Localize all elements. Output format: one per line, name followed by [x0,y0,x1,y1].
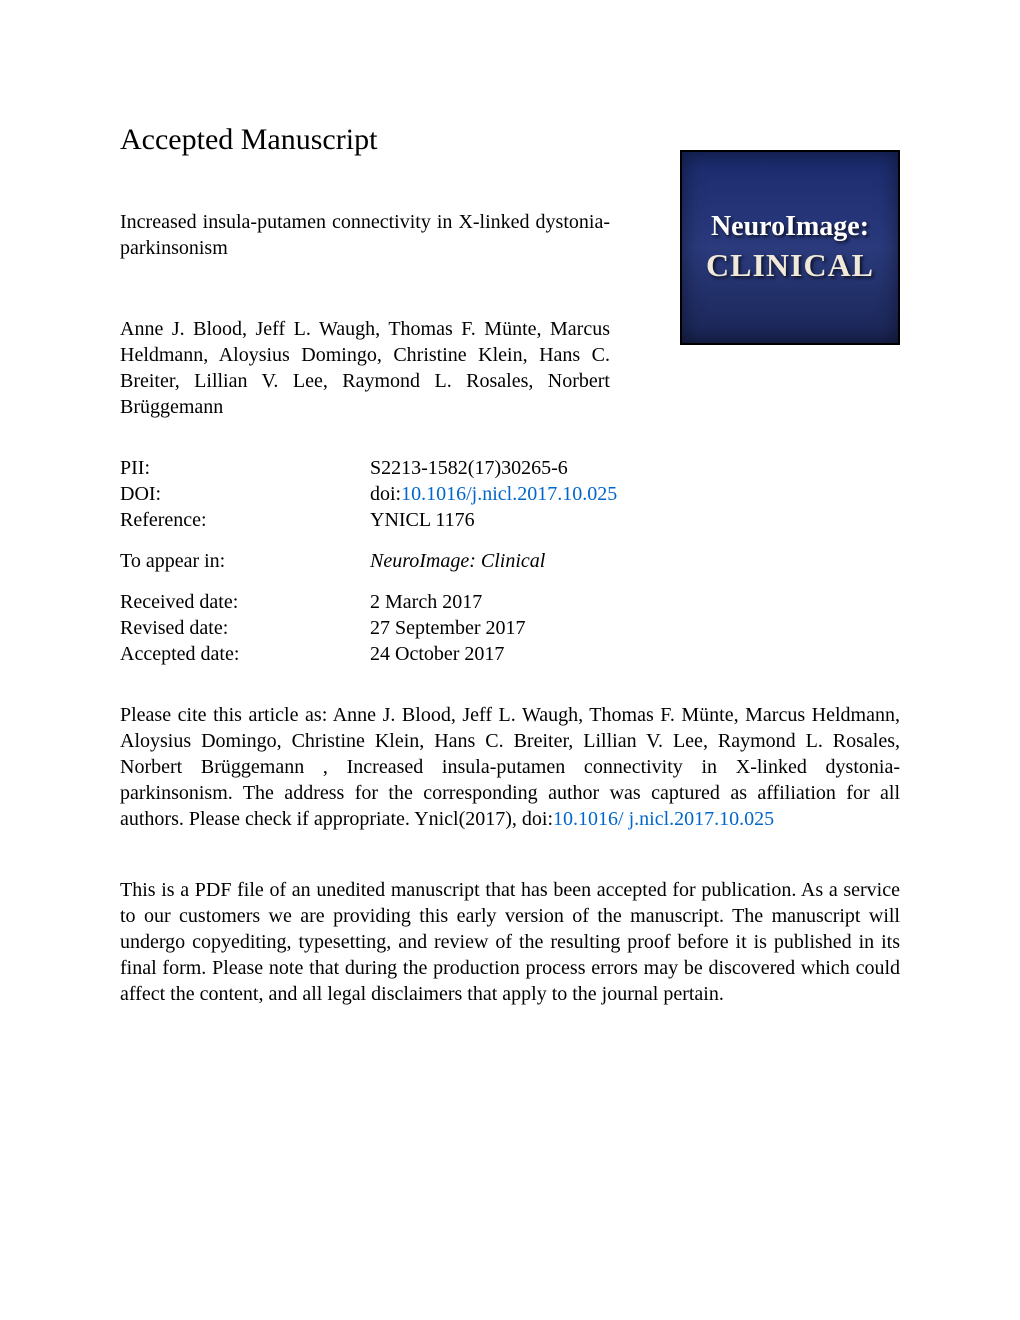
reference-value: YNICL 1176 [370,507,475,533]
meta-row-accepted: Accepted date: 24 October 2017 [120,641,900,667]
reference-label: Reference: [120,507,370,533]
appear-label: To appear in: [120,548,370,574]
accepted-value: 24 October 2017 [370,641,504,667]
pii-label: PII: [120,455,370,481]
doi-label: DOI: [120,481,370,507]
logo-line2: CLINICAL [706,245,874,287]
doi-prefix: doi: [370,483,401,505]
meta-row-doi: DOI: doi:10.1016/j.nicl.2017.10.025 [120,481,900,507]
accepted-label: Accepted date: [120,641,370,667]
doi-value: doi:10.1016/j.nicl.2017.10.025 [370,481,617,507]
meta-row-pii: PII: S2213-1582(17)30265-6 [120,455,900,481]
meta-row-appear: To appear in: NeuroImage: Clinical [120,548,900,574]
article-title: Increased insula-putamen connectivity in… [120,209,610,261]
journal-logo: NeuroImage: CLINICAL [680,150,900,345]
appear-value: NeuroImage: Clinical [370,548,545,574]
meta-row-received: Received date: 2 March 2017 [120,589,900,615]
disclaimer-paragraph: This is a PDF file of an unedited manusc… [120,877,900,1007]
pii-value: S2213-1582(17)30265-6 [370,455,568,481]
doi-link[interactable]: 10.1016/j.nicl.2017.10.025 [401,483,617,505]
logo-line1: NeuroImage: [711,209,869,245]
revised-label: Revised date: [120,615,370,641]
revised-value: 27 September 2017 [370,615,526,641]
received-value: 2 March 2017 [370,589,482,615]
meta-row-reference: Reference: YNICL 1176 [120,507,900,533]
citation-doi-link-part1[interactable]: 10.1016/ [553,808,624,830]
article-authors: Anne J. Blood, Jeff L. Waugh, Thomas F. … [120,316,610,420]
metadata-table: PII: S2213-1582(17)30265-6 DOI: doi:10.1… [120,455,900,667]
citation-text: Please cite this article as: Anne J. Blo… [120,704,900,830]
citation-doi-link-part2[interactable]: j.nicl.2017.10.025 [629,808,775,830]
meta-row-revised: Revised date: 27 September 2017 [120,615,900,641]
citation-paragraph: Please cite this article as: Anne J. Blo… [120,702,900,832]
received-label: Received date: [120,589,370,615]
